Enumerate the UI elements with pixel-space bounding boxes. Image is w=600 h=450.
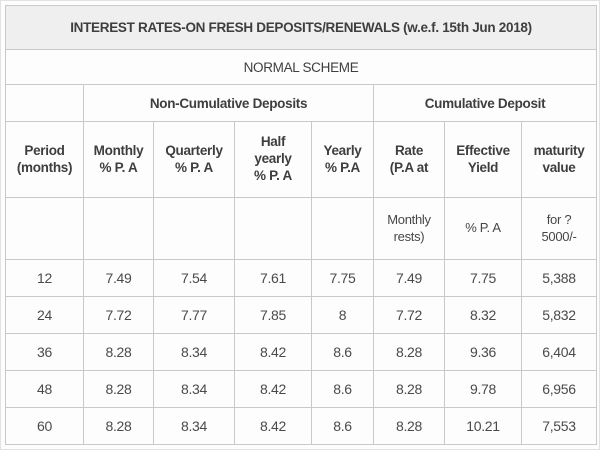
group-spacer-cell [5,84,84,122]
cell-yearly: 8.6 [311,333,374,371]
header-quarterly: Quarterly % P. A [153,121,235,198]
cell-rate: 8.28 [373,333,445,371]
cell-period: 60 [5,407,84,445]
cell-period: 48 [5,370,84,408]
cell-rate: 7.72 [373,296,445,334]
header-effective-yield: Effective Yield [444,121,522,198]
subheader-empty-quarterly [153,197,235,260]
cell-monthly: 8.28 [83,370,154,408]
table-row-12-months: 12 7.49 7.54 7.61 7.75 7.49 7.75 5,388 [5,259,597,297]
cell-maturity: 7,553 [521,407,597,445]
cell-half-yearly: 7.61 [234,259,312,297]
cell-half-yearly: 7.85 [234,296,312,334]
header-period: Period (months) [5,121,84,198]
cell-period: 12 [5,259,84,297]
cell-yearly: 8 [311,296,374,334]
header-yearly: Yearly % P.A [311,121,374,198]
cell-yearly: 8.6 [311,370,374,408]
table-row-24-months: 24 7.72 7.77 7.85 8 7.72 8.32 5,832 [5,296,597,334]
table-title: INTEREST RATES-ON FRESH DEPOSITS/RENEWAL… [5,5,597,50]
scheme-label: NORMAL SCHEME [5,49,597,85]
cell-maturity: 6,404 [521,333,597,371]
table-row-60-months: 60 8.28 8.34 8.42 8.6 8.28 10.21 7,553 [5,407,597,445]
cell-half-yearly: 8.42 [234,333,312,371]
cell-quarterly: 8.34 [153,370,235,408]
cell-period: 24 [5,296,84,334]
cell-period: 36 [5,333,84,371]
subheader-rate: Monthly rests) [373,197,445,260]
cell-yearly: 8.6 [311,407,374,445]
cell-quarterly: 7.54 [153,259,235,297]
header-rate: Rate (P.A at [373,121,445,198]
subheader-empty-monthly [83,197,154,260]
cell-effective-yield: 8.32 [444,296,522,334]
table-row-48-months: 48 8.28 8.34 8.42 8.6 8.28 9.78 6,956 [5,370,597,408]
cell-maturity: 6,956 [521,370,597,408]
column-header-row: Period (months) Monthly % P. A Quarterly… [5,121,597,198]
cell-maturity: 5,388 [521,259,597,297]
group-cumulative: Cumulative Deposit [373,84,597,122]
group-non-cumulative: Non-Cumulative Deposits [83,84,374,122]
header-maturity-value: maturity value [521,121,597,198]
table-row-36-months: 36 8.28 8.34 8.42 8.6 8.28 9.36 6,404 [5,333,597,371]
cell-effective-yield: 9.36 [444,333,522,371]
subheader-effective-yield: % P. A [444,197,522,260]
cell-rate: 8.28 [373,370,445,408]
sub-header-row: Monthly rests) % P. A for ? 5000/- [5,197,597,260]
cell-effective-yield: 9.78 [444,370,522,408]
cell-effective-yield: 7.75 [444,259,522,297]
scheme-row: NORMAL SCHEME [5,49,597,85]
cell-quarterly: 8.34 [153,333,235,371]
interest-rates-table: INTEREST RATES-ON FRESH DEPOSITS/RENEWAL… [5,5,597,445]
cell-effective-yield: 10.21 [444,407,522,445]
cell-quarterly: 7.77 [153,296,235,334]
header-monthly: Monthly % P. A [83,121,154,198]
cell-monthly: 7.49 [83,259,154,297]
subheader-empty-yearly [311,197,374,260]
cell-monthly: 8.28 [83,333,154,371]
cell-quarterly: 8.34 [153,407,235,445]
subheader-maturity: for ? 5000/- [521,197,597,260]
cell-yearly: 7.75 [311,259,374,297]
subheader-empty-half-yearly [234,197,312,260]
cell-half-yearly: 8.42 [234,407,312,445]
table-title-row: INTEREST RATES-ON FRESH DEPOSITS/RENEWAL… [5,5,597,50]
cell-rate: 8.28 [373,407,445,445]
cell-rate: 7.49 [373,259,445,297]
cell-half-yearly: 8.42 [234,370,312,408]
cell-maturity: 5,832 [521,296,597,334]
subheader-empty-period [5,197,84,260]
header-half-yearly: Half yearly % P. A [234,121,312,198]
cell-monthly: 7.72 [83,296,154,334]
group-header-row: Non-Cumulative Deposits Cumulative Depos… [5,84,597,122]
cell-monthly: 8.28 [83,407,154,445]
